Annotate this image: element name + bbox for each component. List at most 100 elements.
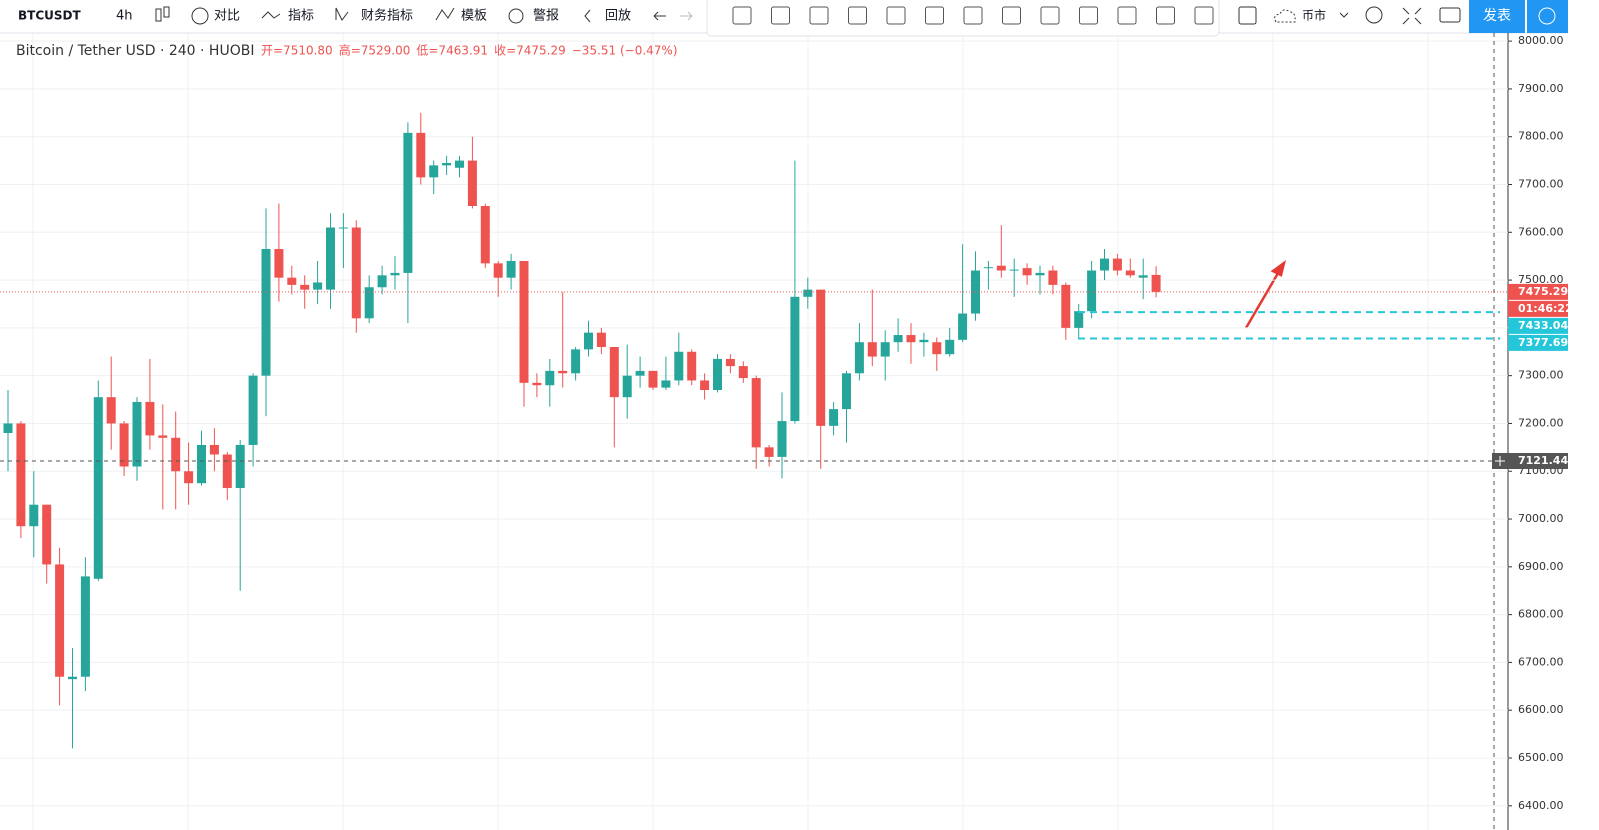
y-tick-label: 8000.00 (1518, 34, 1564, 47)
countdown: 01:46:22 (1518, 302, 1573, 315)
candle-body (261, 249, 271, 376)
candle-body (1087, 270, 1097, 312)
settings-icon[interactable] (1365, 6, 1383, 24)
snapshot-icon[interactable] (1439, 7, 1461, 23)
plus-icon (1495, 456, 1505, 467)
candle-body (184, 471, 194, 484)
drawing-toolbar (706, 0, 1220, 37)
toolbar-item[interactable]: 回放 (605, 9, 631, 24)
tool-icon[interactable] (1040, 6, 1060, 25)
play-button[interactable] (1527, 0, 1568, 33)
candle-body (519, 260, 529, 383)
candle-body (867, 342, 877, 357)
cloud-icon[interactable] (1274, 9, 1296, 23)
tool-icon[interactable] (809, 6, 829, 25)
replay-icon[interactable] (584, 9, 591, 23)
alert-icon[interactable] (508, 8, 524, 24)
candle-body (674, 351, 684, 381)
candle-body (351, 227, 361, 319)
chart-title: Bitcoin / Tether USD · 240 · HUOBI (16, 43, 254, 59)
candle-body (80, 576, 90, 677)
candle-body (480, 206, 490, 264)
candle-body (16, 423, 26, 527)
price-label-bg (1508, 283, 1568, 300)
candle-body (467, 160, 477, 207)
tool-icon[interactable] (732, 6, 752, 25)
candle-body (609, 346, 619, 398)
candle-body (725, 358, 735, 367)
fin-icon[interactable] (335, 7, 349, 21)
template-icon[interactable] (435, 7, 455, 21)
toolbar-item[interactable]: 指标 (288, 9, 314, 24)
candle-body (145, 401, 155, 436)
tool-icon[interactable] (1117, 6, 1137, 25)
candle-body (338, 227, 348, 229)
candle-body (68, 676, 77, 680)
candle-body (713, 358, 722, 391)
publish-button[interactable] (1469, 0, 1525, 33)
annotation-arrow (1244, 259, 1287, 329)
y-tick-label: 7300.00 (1518, 369, 1564, 382)
toolbar-item[interactable]: 警报 (533, 8, 559, 24)
market[interactable]: 币市 (1302, 8, 1326, 23)
undo[interactable] (653, 11, 666, 21)
tool-icon[interactable] (886, 6, 906, 25)
tool-icon[interactable] (1079, 6, 1098, 25)
candle-body (996, 265, 1006, 271)
layout-icon[interactable] (1238, 6, 1257, 25)
candle-body (596, 332, 606, 347)
candle-icon[interactable] (155, 6, 170, 22)
toolbar-item[interactable]: 对比 (214, 9, 240, 24)
candle-body (1009, 269, 1019, 271)
y-tick-label: 7700.00 (1518, 177, 1564, 190)
candle-body (106, 397, 116, 424)
redo[interactable] (680, 11, 693, 21)
candle-body (300, 284, 310, 290)
tool-icon[interactable] (925, 6, 944, 25)
price-label: 7433.04 (1518, 319, 1568, 332)
candle-body (29, 504, 39, 527)
candle-body (842, 373, 851, 410)
price-label: 7377.69 (1518, 336, 1568, 349)
candle-body (42, 504, 52, 565)
toolbar: BTCUSDT 4h 对比 指标 财务指标 模板 警报 回放 币市 发表 (0, 0, 1568, 37)
tool-icon[interactable] (848, 6, 867, 25)
play-icon (1538, 7, 1556, 25)
symbol[interactable]: BTCUSDT (18, 9, 81, 23)
legend-item: 开=7510.80 (261, 44, 333, 58)
publish-label[interactable]: 发表 (1483, 8, 1511, 24)
fullscreen-icon[interactable] (1402, 7, 1422, 25)
toolbar-item[interactable]: 财务指标 (361, 8, 413, 24)
candle-body (1074, 311, 1084, 328)
tool-icon[interactable] (963, 6, 983, 25)
indicator-icon[interactable] (261, 11, 281, 19)
tool-icon[interactable] (771, 6, 790, 25)
candle-body (222, 454, 232, 488)
y-tick-label: 7800.00 (1518, 130, 1564, 143)
price-label: 7121.44 (1518, 454, 1568, 467)
candle-body (442, 162, 452, 166)
candle-body (158, 435, 168, 438)
price-label-bg (1508, 453, 1568, 470)
price-label-bg (1508, 317, 1568, 334)
candle-body (1022, 268, 1032, 276)
interval[interactable]: 4h (116, 9, 133, 24)
tool-icon[interactable] (1002, 6, 1021, 25)
tool-icon[interactable] (1194, 6, 1214, 25)
candle-body (687, 351, 697, 381)
tool-icon[interactable] (1156, 6, 1175, 25)
candle-body (945, 339, 955, 355)
candle-body (248, 375, 258, 445)
candle-body (700, 380, 710, 391)
candle-body (493, 263, 503, 278)
toolbar-item[interactable]: 模板 (461, 9, 487, 24)
candle-body (584, 332, 593, 350)
y-tick-label: 6900.00 (1518, 560, 1564, 573)
candle-body (790, 296, 800, 422)
compare-icon[interactable] (191, 7, 209, 25)
price-label: 7475.29 (1518, 285, 1568, 298)
candle-body (558, 370, 568, 374)
legend-item: 高=7529.00 (339, 43, 411, 58)
dropdown[interactable] (1339, 12, 1349, 18)
